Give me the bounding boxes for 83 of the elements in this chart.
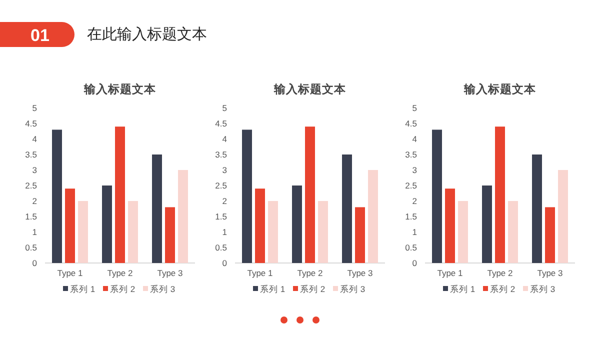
- x-tick-label: Type 2: [297, 268, 324, 278]
- bar: [355, 207, 365, 263]
- y-tick-label: 0.5: [215, 242, 228, 252]
- bar: [268, 201, 278, 263]
- bar: [532, 154, 542, 263]
- legend-label: 系列 3: [340, 284, 366, 294]
- x-tick-label: Type 3: [157, 268, 184, 278]
- legend-label: 系列 1: [450, 284, 476, 294]
- y-tick-label: 4.5: [25, 118, 38, 128]
- y-tick-label: 1: [32, 227, 38, 237]
- bar: [545, 207, 555, 263]
- y-tick-label: 2: [222, 196, 228, 206]
- bar: [115, 126, 125, 263]
- y-tick-label: 4.5: [405, 118, 418, 128]
- text: 01: [30, 26, 50, 45]
- legend-label: 系列 2: [110, 284, 136, 294]
- x-tick-label: Type 1: [437, 268, 464, 278]
- x-tick-label: Type 3: [537, 268, 564, 278]
- y-tick-label: 0.5: [25, 242, 38, 252]
- bar: [52, 130, 62, 263]
- bar: [128, 201, 138, 263]
- bar: [432, 130, 442, 263]
- legend-label: 系列 1: [260, 284, 286, 294]
- y-tick-label: 1.5: [215, 212, 228, 222]
- bar: [445, 188, 455, 263]
- y-tick-label: 3: [412, 165, 418, 175]
- legend-label: 系列 2: [490, 284, 516, 294]
- bar: [255, 188, 265, 263]
- x-tick-label: Type 1: [57, 268, 84, 278]
- y-tick-label: 2: [412, 196, 418, 206]
- chart-title: 输入标题文本: [83, 82, 157, 96]
- bar: [482, 186, 492, 263]
- bar: [508, 201, 518, 263]
- y-tick-label: 0: [412, 258, 418, 268]
- x-tick-label: Type 2: [487, 268, 514, 278]
- y-tick-label: 2.5: [405, 180, 418, 190]
- bar: [165, 207, 175, 263]
- legend-label: 系列 1: [70, 284, 96, 294]
- bar: [495, 126, 505, 263]
- y-tick-label: 2.5: [25, 180, 38, 190]
- bar: [178, 170, 188, 263]
- bar: [292, 186, 302, 263]
- bar: [305, 126, 315, 263]
- x-tick-label: Type 1: [247, 268, 274, 278]
- bar: [318, 201, 328, 263]
- legend-label: 系列 3: [150, 284, 176, 294]
- bar: [78, 201, 88, 263]
- y-tick-label: 3: [222, 165, 228, 175]
- bar: [342, 154, 352, 263]
- y-tick-label: 2: [32, 196, 38, 206]
- y-tick-label: 1: [222, 227, 228, 237]
- y-tick-label: 4: [32, 134, 38, 144]
- y-tick-label: 1.5: [405, 212, 418, 222]
- y-tick-label: 1.5: [25, 212, 38, 222]
- bar: [368, 170, 378, 263]
- y-tick-label: 0.5: [405, 242, 418, 252]
- y-tick-label: 3.5: [405, 150, 418, 160]
- bar: [458, 201, 468, 263]
- y-tick-label: 1: [412, 227, 418, 237]
- x-tick-label: Type 3: [347, 268, 374, 278]
- y-tick-label: 3.5: [215, 150, 228, 160]
- y-tick-label: 4: [222, 134, 228, 144]
- y-tick-label: 5: [412, 103, 418, 113]
- chart-title: 输入标题文本: [463, 82, 537, 96]
- bar: [102, 186, 112, 263]
- y-tick-label: 0: [222, 258, 228, 268]
- y-tick-label: 4: [412, 134, 418, 144]
- legend-label: 系列 2: [300, 284, 326, 294]
- y-tick-label: 5: [32, 103, 38, 113]
- y-tick-label: 4.5: [215, 118, 228, 128]
- chart-title: 输入标题文本: [273, 82, 347, 96]
- y-tick-label: 3.5: [25, 150, 38, 160]
- y-tick-label: 5: [222, 103, 228, 113]
- bar: [242, 130, 252, 263]
- bar: [65, 188, 75, 263]
- x-tick-label: Type 2: [107, 268, 134, 278]
- y-tick-label: 3: [32, 165, 38, 175]
- bar: [558, 170, 568, 263]
- legend-label: 系列 3: [530, 284, 556, 294]
- y-tick-label: 0: [32, 258, 38, 268]
- text: 在此输入标题文本: [87, 26, 207, 43]
- bar: [152, 154, 162, 263]
- y-tick-label: 2.5: [215, 180, 228, 190]
